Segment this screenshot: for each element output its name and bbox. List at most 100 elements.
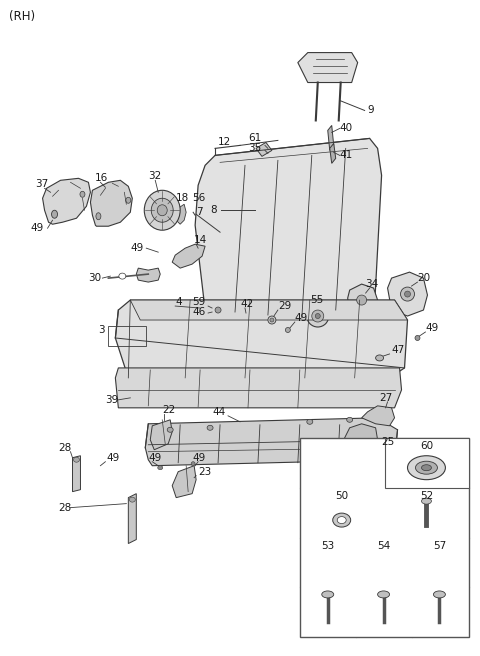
Polygon shape bbox=[298, 52, 358, 83]
Ellipse shape bbox=[129, 497, 135, 502]
Polygon shape bbox=[172, 244, 205, 268]
Text: 4: 4 bbox=[175, 297, 182, 307]
Text: 30: 30 bbox=[88, 273, 102, 283]
Polygon shape bbox=[43, 178, 90, 224]
Text: 22: 22 bbox=[162, 405, 176, 415]
Ellipse shape bbox=[408, 456, 445, 480]
Text: 29: 29 bbox=[278, 301, 291, 311]
Polygon shape bbox=[208, 302, 228, 320]
Ellipse shape bbox=[167, 427, 173, 432]
Ellipse shape bbox=[307, 305, 329, 327]
Text: 32: 32 bbox=[148, 171, 161, 181]
Ellipse shape bbox=[357, 295, 367, 305]
Text: 50: 50 bbox=[335, 491, 348, 501]
Text: 47: 47 bbox=[392, 345, 405, 355]
Ellipse shape bbox=[347, 417, 353, 422]
Polygon shape bbox=[387, 272, 428, 316]
Ellipse shape bbox=[421, 498, 432, 504]
Text: 49: 49 bbox=[295, 313, 308, 323]
Text: 53: 53 bbox=[321, 541, 335, 550]
Text: 42: 42 bbox=[240, 299, 253, 309]
Text: 59: 59 bbox=[192, 297, 205, 307]
Ellipse shape bbox=[73, 457, 80, 462]
Ellipse shape bbox=[405, 291, 410, 297]
Text: 3: 3 bbox=[98, 325, 105, 335]
Text: 18: 18 bbox=[176, 194, 190, 203]
Ellipse shape bbox=[286, 327, 290, 333]
Text: 28: 28 bbox=[59, 443, 72, 453]
Text: 39: 39 bbox=[106, 395, 119, 405]
Ellipse shape bbox=[421, 464, 432, 471]
Text: (RH): (RH) bbox=[9, 10, 35, 23]
Ellipse shape bbox=[157, 205, 167, 216]
Polygon shape bbox=[175, 204, 186, 224]
Ellipse shape bbox=[207, 425, 213, 430]
Ellipse shape bbox=[376, 355, 384, 361]
Ellipse shape bbox=[270, 318, 274, 322]
Polygon shape bbox=[256, 142, 272, 156]
Polygon shape bbox=[330, 144, 336, 163]
Ellipse shape bbox=[268, 316, 276, 324]
Polygon shape bbox=[90, 180, 132, 226]
Text: 41: 41 bbox=[340, 150, 353, 160]
Polygon shape bbox=[195, 138, 382, 318]
Text: 61: 61 bbox=[248, 133, 261, 144]
Text: 7: 7 bbox=[196, 207, 203, 217]
Ellipse shape bbox=[151, 198, 173, 222]
Ellipse shape bbox=[315, 314, 320, 319]
Text: 34: 34 bbox=[366, 279, 379, 289]
Ellipse shape bbox=[144, 190, 180, 230]
Polygon shape bbox=[344, 424, 378, 450]
Polygon shape bbox=[115, 300, 408, 378]
Text: 55: 55 bbox=[310, 295, 323, 305]
Bar bbox=[300, 438, 469, 638]
Text: 49: 49 bbox=[192, 453, 205, 462]
Ellipse shape bbox=[333, 513, 351, 527]
Polygon shape bbox=[361, 406, 395, 426]
Text: 14: 14 bbox=[194, 236, 207, 245]
Ellipse shape bbox=[378, 591, 390, 598]
Text: 16: 16 bbox=[95, 173, 108, 183]
Text: 56: 56 bbox=[192, 194, 205, 203]
Ellipse shape bbox=[158, 466, 163, 470]
Text: 20: 20 bbox=[418, 273, 431, 283]
Ellipse shape bbox=[415, 335, 420, 340]
Polygon shape bbox=[145, 418, 397, 466]
Polygon shape bbox=[128, 494, 136, 544]
Ellipse shape bbox=[126, 197, 131, 203]
Ellipse shape bbox=[191, 462, 195, 466]
Text: 46: 46 bbox=[192, 307, 205, 317]
Polygon shape bbox=[172, 466, 196, 498]
Polygon shape bbox=[72, 456, 81, 491]
Ellipse shape bbox=[51, 211, 58, 218]
Ellipse shape bbox=[337, 516, 346, 523]
Text: 52: 52 bbox=[420, 491, 433, 501]
Text: 27: 27 bbox=[380, 393, 393, 403]
Ellipse shape bbox=[119, 273, 126, 279]
Text: 23: 23 bbox=[198, 466, 211, 477]
Ellipse shape bbox=[322, 591, 334, 598]
Text: 49: 49 bbox=[31, 223, 44, 234]
Ellipse shape bbox=[312, 310, 324, 322]
Polygon shape bbox=[136, 268, 160, 282]
Text: 8: 8 bbox=[210, 205, 216, 215]
Text: 57: 57 bbox=[433, 541, 446, 550]
Ellipse shape bbox=[433, 591, 445, 598]
Ellipse shape bbox=[400, 287, 415, 301]
Ellipse shape bbox=[416, 461, 437, 474]
Ellipse shape bbox=[215, 307, 221, 313]
Text: 40: 40 bbox=[340, 123, 353, 133]
Text: 49: 49 bbox=[130, 243, 144, 253]
Polygon shape bbox=[328, 125, 334, 150]
Ellipse shape bbox=[307, 419, 313, 424]
Polygon shape bbox=[115, 368, 402, 408]
Ellipse shape bbox=[96, 213, 101, 220]
Text: 12: 12 bbox=[218, 137, 231, 148]
Text: 28: 28 bbox=[59, 502, 72, 512]
Text: 60: 60 bbox=[420, 441, 433, 451]
Text: 25: 25 bbox=[382, 437, 395, 447]
Bar bbox=[108, 326, 146, 346]
Bar bbox=[384, 438, 469, 487]
Text: 35: 35 bbox=[248, 144, 261, 154]
Text: 49: 49 bbox=[107, 453, 120, 462]
